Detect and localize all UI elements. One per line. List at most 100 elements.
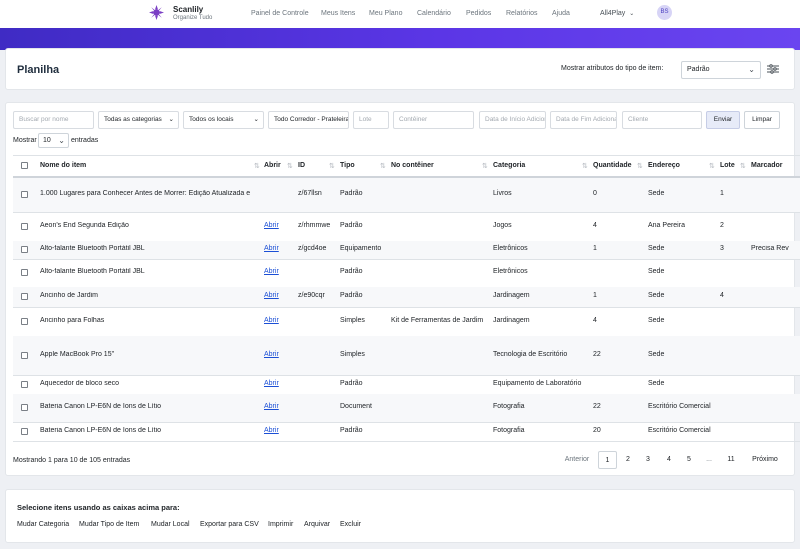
- row-checkbox[interactable]: [21, 380, 28, 388]
- nav-help[interactable]: Ajuda: [552, 10, 570, 17]
- clear-button[interactable]: Limpar: [744, 111, 780, 129]
- row-checkbox[interactable]: [21, 222, 28, 230]
- avatar[interactable]: BS: [657, 5, 672, 20]
- column-settings-icon[interactable]: [767, 64, 779, 74]
- sort-icon[interactable]: ⇅: [637, 163, 643, 170]
- brand-name[interactable]: Scanlily: [173, 5, 204, 14]
- item-name: Ancinho de Jardim: [40, 292, 98, 299]
- row-checkbox[interactable]: [21, 404, 28, 411]
- item-name: Alto-falante Bluetooth Portátil JBL: [40, 245, 145, 252]
- item-name: Bateria Canon LP-E6N de Íons de Lítio: [40, 426, 162, 434]
- open-link[interactable]: Abrir: [264, 221, 279, 229]
- pagination-page-11[interactable]: 11: [727, 456, 735, 463]
- pagination-page-2[interactable]: 2: [626, 456, 630, 463]
- item-type: Padrão: [340, 379, 363, 387]
- row-checkbox[interactable]: [21, 293, 28, 300]
- pagination-prev[interactable]: Anterior: [564, 456, 590, 463]
- column-header-name[interactable]: Nome do item: [40, 162, 87, 169]
- lot-input[interactable]: Lote: [353, 111, 389, 129]
- column-header-address[interactable]: Endereço: [648, 162, 680, 169]
- item-quantity: 0: [593, 190, 597, 197]
- bulk-change-category[interactable]: Mudar Categoria: [17, 521, 70, 528]
- bulk-change-item-type[interactable]: Mudar Tipo de Item: [79, 521, 140, 528]
- open-link[interactable]: Abrir: [264, 268, 279, 275]
- pagination-next[interactable]: Próximo: [752, 456, 778, 463]
- sort-icon[interactable]: ⇅: [287, 163, 293, 170]
- item-address: Sede: [648, 350, 665, 358]
- open-link[interactable]: Abrir: [264, 316, 279, 324]
- bulk-print[interactable]: Imprimir: [268, 521, 294, 528]
- sort-icon[interactable]: ⇅: [740, 163, 746, 170]
- pagination-page-5[interactable]: 5: [687, 456, 691, 463]
- sort-icon[interactable]: ⇅: [482, 163, 488, 170]
- nav-my-plan[interactable]: Meu Plano: [369, 10, 403, 17]
- sort-icon[interactable]: ⇅: [329, 163, 335, 170]
- container-input[interactable]: Contêiner: [393, 111, 474, 129]
- column-header-container[interactable]: No contêiner: [391, 162, 434, 169]
- bulk-delete[interactable]: Excluir: [340, 521, 362, 528]
- show-entries-label: Mostrar: [13, 137, 37, 144]
- row-checkbox[interactable]: [21, 191, 28, 198]
- pagination-page-1[interactable]: 1: [598, 451, 617, 469]
- nav-reports[interactable]: Relatórios: [506, 10, 538, 17]
- row-checkbox[interactable]: [21, 317, 28, 325]
- row-checkbox[interactable]: [21, 351, 28, 359]
- open-link[interactable]: Abrir: [264, 426, 279, 434]
- column-header-quantity[interactable]: Quantidade: [593, 162, 632, 169]
- item-category: Tecnologia de Escritório: [493, 350, 568, 358]
- item-address: Sede: [648, 379, 665, 387]
- item-quantity: 4: [593, 316, 597, 324]
- column-header-lot[interactable]: Lote: [720, 162, 735, 169]
- sort-icon[interactable]: ⇅: [380, 163, 386, 170]
- corridor-select[interactable]: Todo Corredor - Prateleira: [268, 111, 349, 129]
- open-link[interactable]: Abrir: [264, 403, 279, 410]
- open-link[interactable]: Abrir: [264, 292, 279, 299]
- item-type: Padrão: [340, 426, 363, 434]
- nav-my-items[interactable]: Meus Itens: [321, 10, 356, 17]
- item-category: Eletrônicos: [493, 245, 528, 252]
- column-header-open[interactable]: Abrir: [264, 162, 281, 169]
- nav-calendar[interactable]: Calendário: [417, 10, 451, 17]
- entries-per-page-select[interactable]: 10 ⌄: [38, 133, 69, 148]
- item-address: Escritório Comercial: [648, 403, 711, 410]
- pagination-page-4[interactable]: 4: [667, 456, 671, 463]
- item-category: Jogos: [493, 221, 512, 229]
- item-container: Kit de Ferramentas de Jardim: [391, 316, 484, 324]
- search-input[interactable]: Buscar por nome: [13, 111, 94, 129]
- location-select[interactable]: Todos os locais ⌄: [183, 111, 264, 129]
- category-select[interactable]: Todas as categorias ⌄: [98, 111, 179, 129]
- end-date-input[interactable]: Data de Fim Adicionado: [550, 111, 617, 129]
- bulk-actions-title: Selecione itens usando as caixas acima p…: [17, 503, 180, 512]
- nav-dashboard[interactable]: Painel de Controle: [251, 10, 309, 17]
- sort-icon[interactable]: ⇅: [709, 163, 715, 170]
- row-checkbox[interactable]: [21, 246, 28, 253]
- open-link[interactable]: Abrir: [264, 350, 279, 358]
- scanlily-logo-icon[interactable]: [149, 5, 164, 20]
- column-header-marker[interactable]: Marcador: [751, 162, 783, 169]
- row-checkbox[interactable]: [21, 427, 28, 435]
- open-link[interactable]: Abrir: [264, 245, 279, 252]
- item-id: z/67llsn: [298, 190, 322, 197]
- column-header-category[interactable]: Categoria: [493, 162, 526, 169]
- attribute-type-select[interactable]: Padrão ⌄: [681, 61, 761, 79]
- bulk-export-csv[interactable]: Exportar para CSV: [200, 521, 259, 528]
- account-menu[interactable]: All4Play ⌄: [600, 10, 634, 17]
- item-category: Eletrônicos: [493, 268, 528, 275]
- select-all-checkbox[interactable]: [21, 162, 28, 169]
- nav-orders[interactable]: Pedidos: [466, 10, 492, 17]
- category-select-value: Todas as categorias: [104, 116, 162, 123]
- sort-icon[interactable]: ⇅: [254, 163, 260, 170]
- column-header-id[interactable]: ID: [298, 162, 305, 169]
- send-button[interactable]: Enviar: [706, 111, 740, 129]
- client-input[interactable]: Cliente: [622, 111, 702, 129]
- item-address: Ana Pereira: [648, 221, 685, 229]
- open-link[interactable]: Abrir: [264, 379, 279, 387]
- row-divider: [13, 422, 800, 423]
- start-date-input[interactable]: Data de Início Adicionad: [479, 111, 546, 129]
- column-header-type[interactable]: Tipo: [340, 162, 355, 169]
- bulk-archive[interactable]: Arquivar: [304, 521, 331, 528]
- sort-icon[interactable]: ⇅: [582, 163, 588, 170]
- pagination-page-3[interactable]: 3: [646, 456, 650, 463]
- bulk-change-location[interactable]: Mudar Local: [151, 521, 190, 528]
- row-checkbox[interactable]: [21, 269, 28, 276]
